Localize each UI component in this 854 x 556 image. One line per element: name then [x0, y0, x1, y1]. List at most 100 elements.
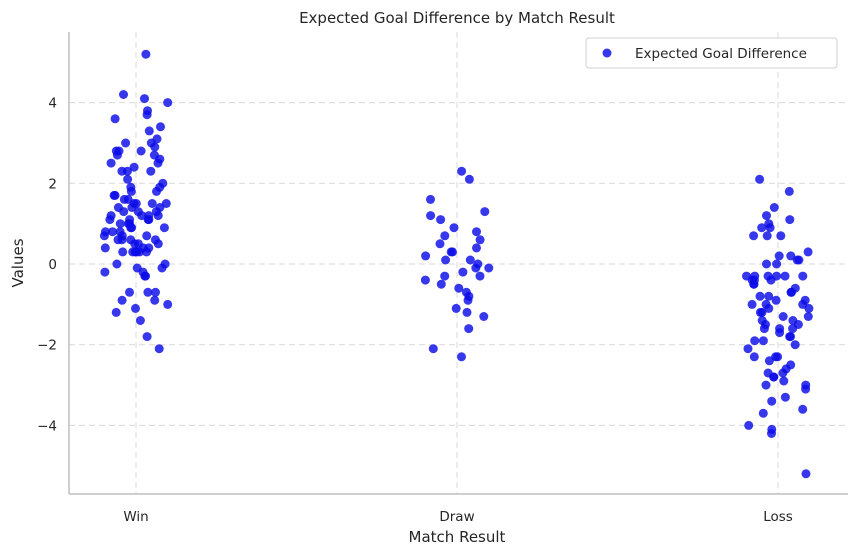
scatter-point — [156, 122, 165, 132]
scatter-point — [792, 255, 802, 265]
scatter-point — [471, 263, 481, 273]
scatter-point — [757, 223, 767, 233]
scatter-point — [161, 199, 171, 208]
scatter-point — [472, 243, 481, 253]
scatter-point — [780, 392, 790, 402]
scatter-point — [767, 396, 777, 406]
scatter-point — [769, 372, 779, 382]
scatter-point — [744, 420, 754, 430]
scatter-point — [798, 404, 808, 414]
y-axis-label: Values — [9, 238, 27, 287]
scatter-point — [472, 227, 481, 237]
scatter-point — [435, 239, 445, 249]
scatter-point — [154, 344, 164, 354]
grid-lines — [69, 32, 848, 494]
scatter-point — [767, 429, 776, 438]
legend-box — [585, 37, 838, 69]
scatter-point — [163, 299, 173, 309]
scatter-point — [803, 312, 813, 321]
scatter-point — [426, 211, 436, 221]
scatter-point — [130, 247, 140, 257]
scatter-point — [109, 190, 119, 200]
scatter-point — [749, 231, 759, 241]
scatter-point — [426, 194, 435, 204]
scatter-point — [119, 207, 129, 217]
scatter-point — [119, 90, 128, 99]
scatter-point — [440, 271, 450, 281]
scatter-point — [141, 271, 150, 281]
scatter-point — [758, 336, 768, 346]
scatter-point — [152, 186, 161, 196]
scatter-point — [779, 376, 789, 386]
scatter-point — [801, 469, 811, 479]
scatter-point — [784, 186, 794, 196]
scatter-point — [112, 259, 122, 269]
scatter-point — [118, 247, 128, 257]
scatter-point — [163, 98, 173, 108]
scatter-point — [798, 271, 808, 281]
scatter-point — [147, 199, 157, 208]
scatter-point — [144, 126, 154, 136]
scatter-point — [153, 158, 163, 168]
scatter-point — [772, 259, 782, 269]
scatter-point — [144, 215, 154, 225]
scatter-point — [153, 239, 163, 249]
scatter-point — [125, 287, 134, 297]
y-tick-label: 2 — [48, 176, 57, 192]
scatter-point — [778, 312, 788, 321]
scatter-point — [115, 219, 125, 229]
scatter-point — [440, 231, 450, 241]
scatter-point — [484, 263, 494, 273]
scatter-point — [441, 255, 451, 265]
scatter-point — [117, 166, 127, 176]
scatter-point — [762, 211, 771, 221]
axes-spines — [68, 32, 848, 495]
scatter-point — [479, 312, 489, 321]
scatter-point — [463, 295, 473, 305]
scatter-point — [764, 356, 774, 366]
scatter-point — [790, 340, 800, 350]
scatter-point — [129, 162, 139, 172]
legend-label: Expected Goal Difference — [635, 46, 807, 62]
scatter-point — [111, 307, 121, 317]
scatter-point — [458, 267, 468, 277]
scatter-point — [142, 247, 151, 257]
scatter-point — [776, 231, 786, 241]
scatter-point — [771, 295, 781, 305]
scatter-point — [159, 223, 169, 233]
scatter-point — [112, 150, 122, 160]
scatter-point — [778, 368, 788, 378]
scatter-point — [421, 251, 431, 261]
scatter-point — [457, 352, 466, 362]
scatter-point — [464, 324, 474, 334]
scatter-point — [420, 275, 430, 285]
scatter-point — [448, 247, 457, 257]
scatter-point — [747, 299, 757, 309]
scatter-point — [764, 291, 774, 301]
scatter-point — [762, 259, 771, 269]
scatter-point — [428, 344, 438, 354]
scatter-point — [801, 384, 811, 394]
scatter-point — [766, 275, 776, 285]
scatter-point — [774, 251, 784, 261]
x-tick-label: Win — [123, 509, 148, 525]
scatter-point — [140, 94, 149, 104]
y-tick-label: 0 — [48, 257, 57, 273]
scatter-point — [454, 283, 464, 293]
scatter-point — [785, 332, 795, 342]
scatter-point — [761, 380, 771, 390]
scatter-point — [108, 227, 117, 237]
scatter-point — [743, 344, 753, 354]
scatter-point — [135, 316, 145, 325]
scatter-point — [127, 203, 137, 212]
scatter-point — [131, 303, 140, 313]
scatter-point — [480, 207, 490, 217]
scatter-point — [100, 267, 110, 277]
y-tick-label: 4 — [48, 96, 57, 112]
y-tick-label: −2 — [37, 338, 57, 354]
scatter-point — [153, 211, 163, 221]
scatter-point — [759, 324, 769, 334]
scatter-point — [749, 352, 759, 362]
scatter-point — [157, 263, 167, 273]
